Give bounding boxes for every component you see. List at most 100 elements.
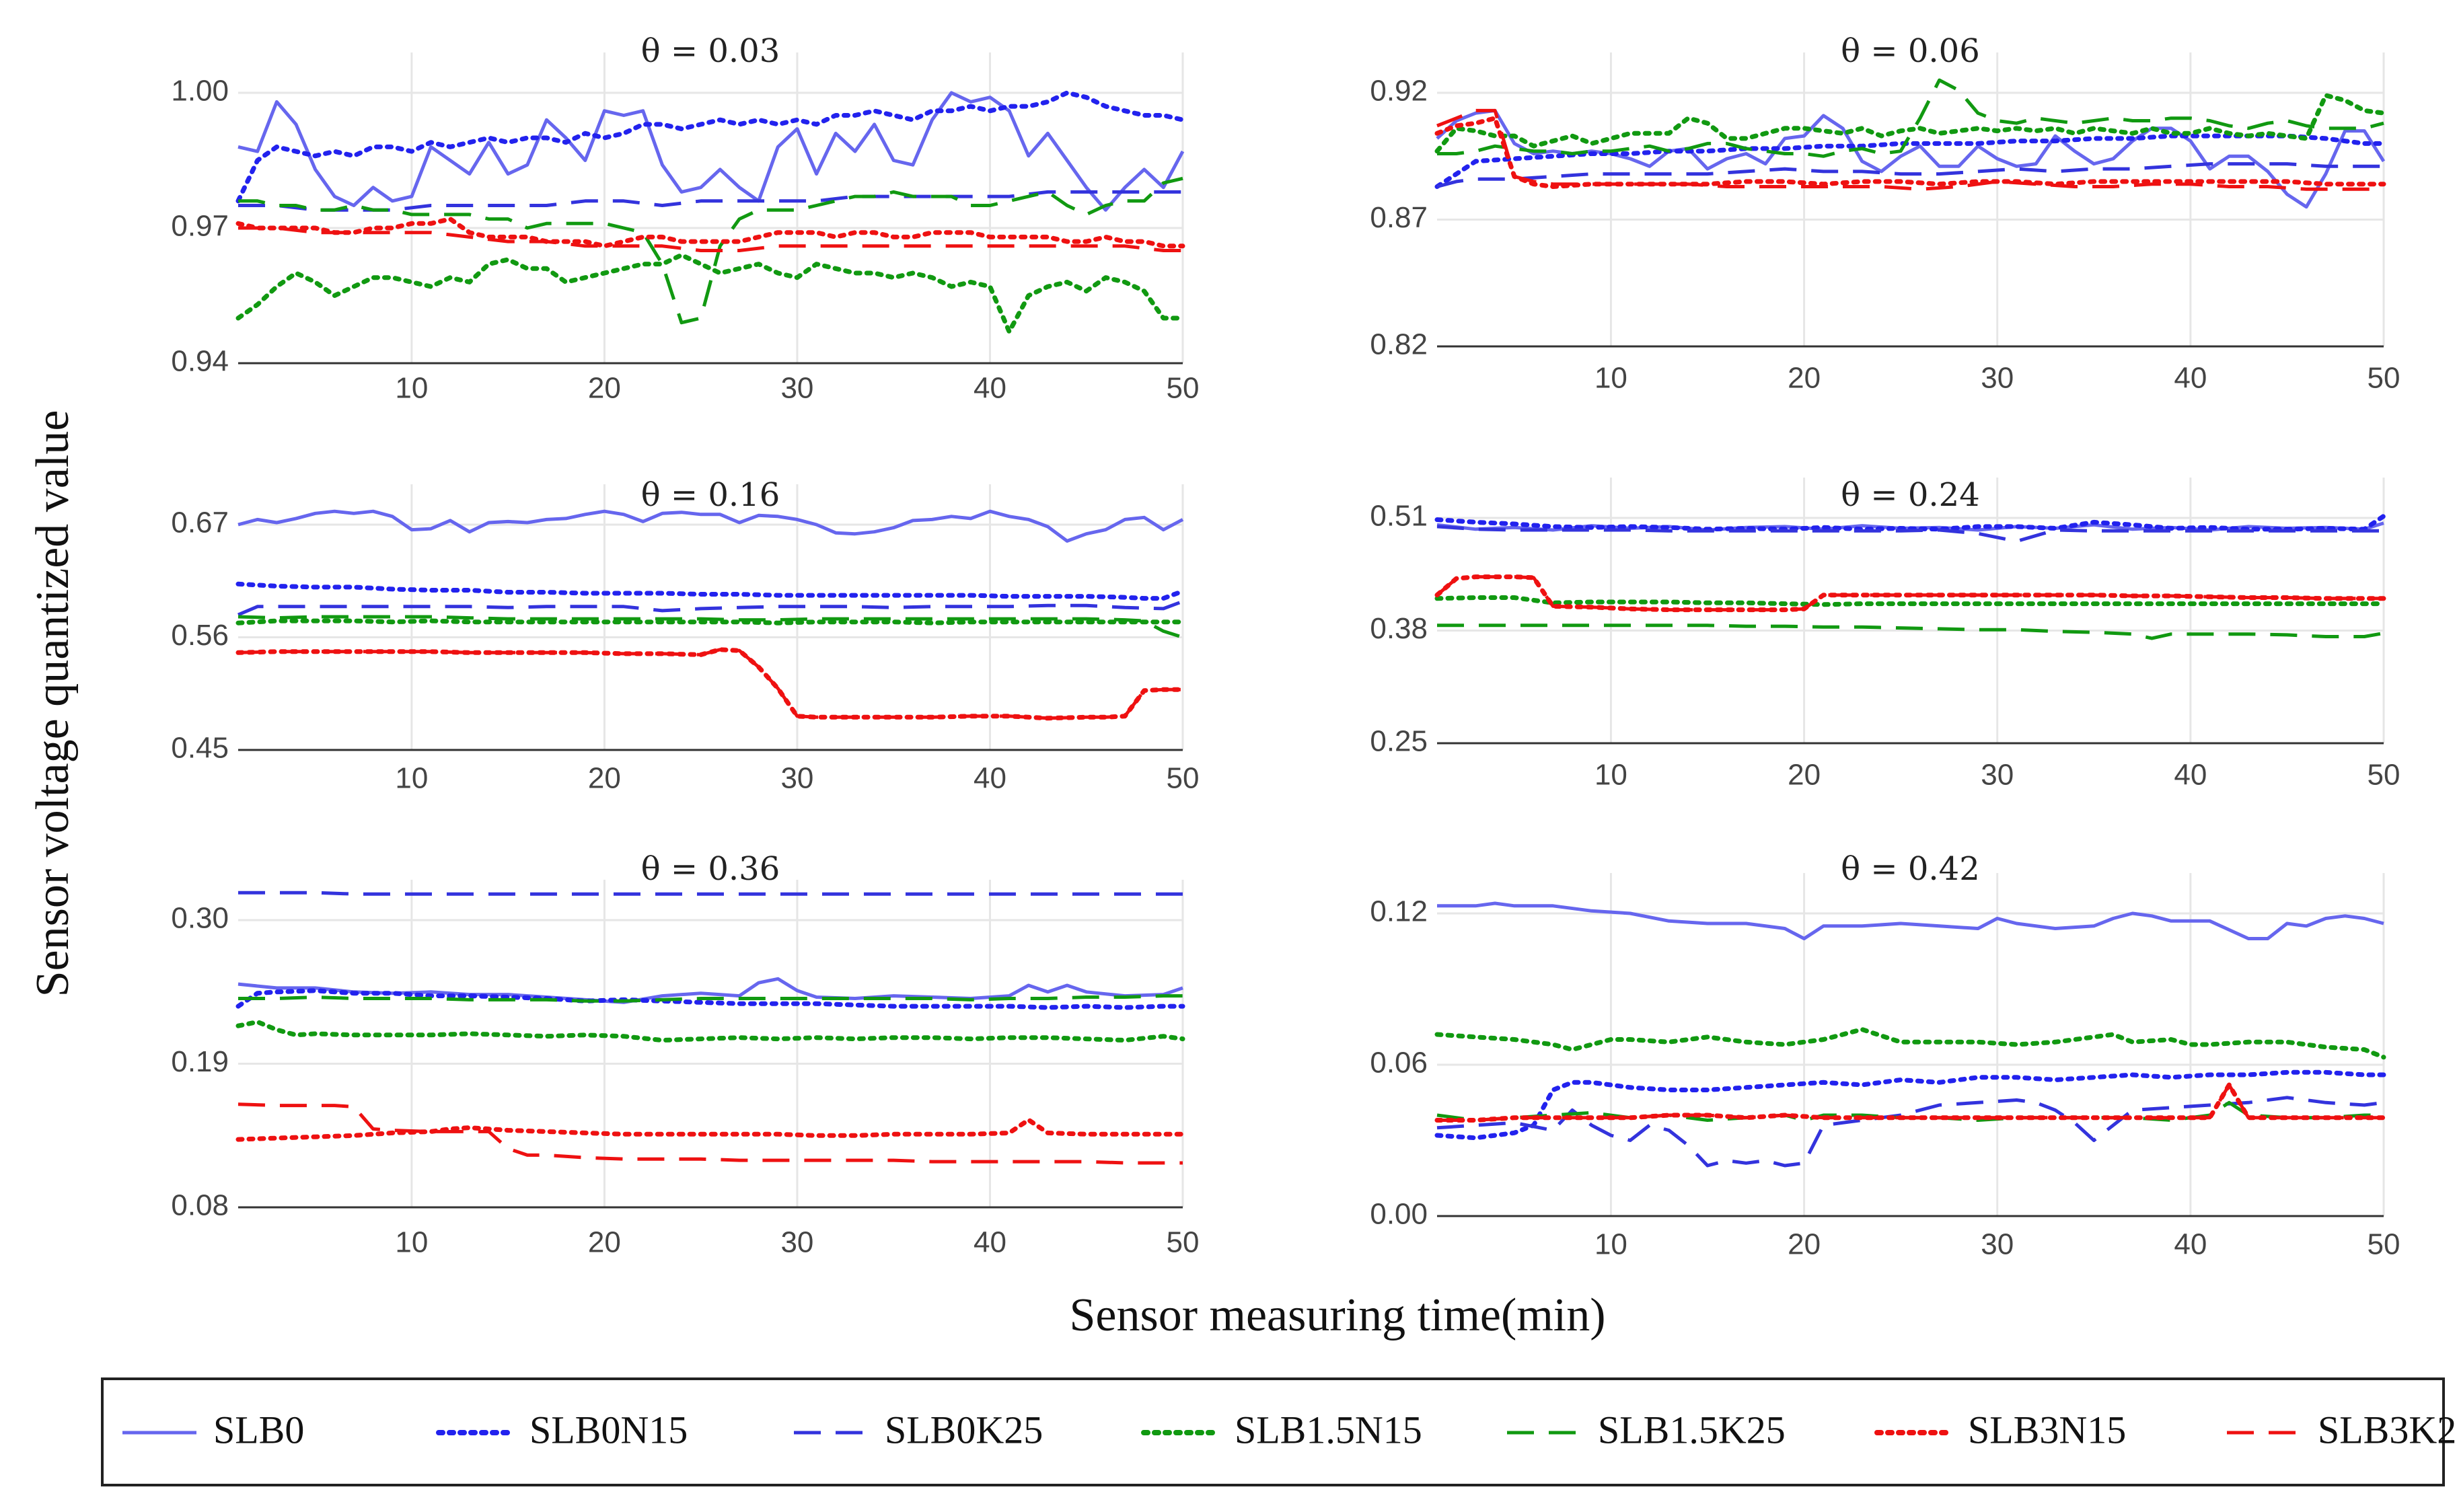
x-tick-label: 10 — [395, 1226, 428, 1259]
series-line-SLB1-5K25 — [1436, 1100, 2384, 1122]
legend-label: SLB3K25 — [2318, 1408, 2457, 1451]
panels: 10 20 30 40 50 0.94 0.97 1.00 θ = 0.03 10 20 30 40 50… — [171, 32, 2400, 1261]
legend-label: SLB3N15 — [1968, 1408, 2126, 1451]
x-tick-label: 20 — [588, 372, 621, 405]
x-tick-label: 40 — [974, 762, 1006, 795]
series-line-SLB0K25 — [238, 891, 1183, 896]
series-line-SLB0N15 — [235, 581, 1185, 601]
series-line-SLB0K25 — [237, 599, 1183, 617]
x-tick-label: 10 — [1594, 362, 1627, 395]
y-tick-label: 0.00 — [1370, 1198, 1428, 1231]
series-line-SLB1-5N15 — [235, 1019, 1185, 1043]
x-tick-label: 50 — [1167, 1226, 1200, 1259]
y-tick-label: 0.45 — [171, 732, 229, 765]
y-tick-label: 0.97 — [171, 210, 229, 243]
y-tick-label: 0.12 — [1370, 895, 1428, 928]
panel-title: θ = 0.16 — [641, 476, 780, 514]
series-line-SLB3N15 — [235, 1117, 1185, 1142]
x-tick-label: 10 — [1594, 759, 1627, 792]
series-line-SLB3K25 — [1436, 108, 2384, 191]
y-tick-label: 0.67 — [171, 506, 229, 539]
series-line-SLB1-5K25 — [1437, 78, 2384, 158]
series-line-SLB3K25 — [1437, 1083, 2384, 1122]
series-line-SLB3K25 — [1436, 575, 2384, 612]
legend-label: SLB0K25 — [885, 1408, 1043, 1451]
y-tick-label: 0.51 — [1370, 500, 1428, 533]
y-tick-label: 0.56 — [171, 619, 229, 652]
series-line-SLB1-5K25 — [238, 176, 1183, 325]
x-tick-label: 20 — [1788, 1228, 1821, 1261]
chart-panel: 10 20 30 40 50 0.82 0.87 0.92 θ = 0.06 — [1370, 32, 2400, 395]
panel-title: θ = 0.03 — [641, 32, 780, 70]
series-line-SLB0K25 — [1436, 162, 2384, 188]
series-line-SLB3K25 — [238, 226, 1183, 252]
series-line-SLB1-5K25 — [237, 615, 1183, 639]
x-tick-label: 40 — [2174, 362, 2207, 395]
x-tick-label: 50 — [2368, 1228, 2400, 1261]
panel-title: θ = 0.06 — [1841, 32, 1980, 70]
x-tick-label: 30 — [1981, 1228, 2014, 1261]
x-tick-label: 30 — [1981, 759, 2014, 792]
x-tick-label: 40 — [2174, 1228, 2207, 1261]
legend-label: SLB1.5K25 — [1598, 1408, 1786, 1451]
series-line-SLB0N15 — [235, 988, 1185, 1010]
x-axis-title: Sensor measuring time(min) — [1069, 1289, 1605, 1341]
x-tick-label: 50 — [1167, 762, 1200, 795]
x-tick-label: 30 — [780, 1226, 813, 1259]
x-tick-label: 10 — [395, 762, 428, 795]
chart-panel: 10 20 30 40 50 0.25 0.38 0.51 θ = 0.24 — [1370, 476, 2400, 792]
x-tick-label: 30 — [1981, 362, 2014, 395]
x-tick-label: 30 — [780, 762, 813, 795]
legend-label: SLB0N15 — [529, 1408, 688, 1451]
series-line-SLB0 — [1437, 901, 2384, 940]
series-line-SLB3K25 — [237, 648, 1183, 720]
y-tick-label: 0.08 — [171, 1189, 229, 1222]
series-line-SLB0K25 — [1436, 525, 2384, 543]
series-line-SLB1-5N15 — [235, 618, 1185, 626]
y-tick-label: 0.92 — [1370, 75, 1428, 108]
legend-label: SLB1.5N15 — [1235, 1408, 1422, 1451]
y-tick-label: 0.19 — [171, 1045, 229, 1078]
series-line-SLB1-5N15 — [1434, 595, 2386, 607]
x-tick-label: 40 — [974, 1226, 1006, 1259]
y-tick-label: 0.38 — [1370, 612, 1428, 645]
chart-panel: 10 20 30 40 50 0.45 0.56 0.67 θ = 0.16 — [171, 476, 1199, 795]
y-tick-label: 0.82 — [1370, 328, 1428, 361]
x-tick-label: 20 — [588, 1226, 621, 1259]
x-tick-label: 40 — [2174, 759, 2207, 792]
y-tick-label: 0.06 — [1370, 1047, 1428, 1080]
series-line-SLB1-5K25 — [238, 994, 1183, 1003]
series-line-SLB0K25 — [1436, 1096, 2384, 1168]
x-tick-label: 10 — [395, 372, 428, 405]
chart-panel: 10 20 30 40 50 0.00 0.06 0.12 θ = 0.42 — [1370, 850, 2400, 1261]
x-tick-label: 50 — [1167, 372, 1200, 405]
y-tick-label: 1.00 — [171, 75, 229, 108]
series-line-SLB3N15 — [235, 217, 1185, 249]
y-tick-label: 0.94 — [171, 345, 229, 378]
chart-panel: 10 20 30 40 50 0.94 0.97 1.00 θ = 0.03 — [171, 32, 1199, 405]
legend: SLB0 SLB0N15 SLB0K25 SLB1.5N15 SLB1.5K25 SLB3… — [101, 1377, 2457, 1486]
x-tick-label: 20 — [1788, 362, 1821, 395]
series-line-SLB0 — [237, 509, 1184, 543]
panel-title: θ = 0.36 — [641, 850, 780, 888]
x-tick-label: 40 — [974, 372, 1006, 405]
series-line-SLB0N15 — [1434, 1069, 2386, 1141]
panel-title: θ = 0.24 — [1841, 476, 1980, 514]
legend-label: SLB0 — [213, 1408, 304, 1451]
chart-panel: 10 20 30 40 50 0.08 0.19 0.30 θ = 0.36 — [171, 850, 1199, 1259]
y-tick-label: 0.25 — [1370, 725, 1428, 758]
series-line-SLB0K25 — [238, 190, 1183, 212]
series-line-SLB1-5N15 — [235, 252, 1185, 334]
y-tick-label: 0.87 — [1370, 201, 1428, 234]
x-tick-label: 20 — [588, 762, 621, 795]
x-tick-label: 10 — [1594, 1228, 1627, 1261]
series-line-SLB1-5N15 — [1434, 1027, 2386, 1060]
series-line-SLB1-5K25 — [1437, 623, 2384, 640]
x-tick-label: 50 — [2368, 759, 2400, 792]
x-tick-label: 50 — [2368, 362, 2400, 395]
x-tick-label: 30 — [780, 372, 813, 405]
series-line-SLB3K25 — [237, 1102, 1183, 1165]
series-line-SLB0 — [237, 977, 1183, 1004]
